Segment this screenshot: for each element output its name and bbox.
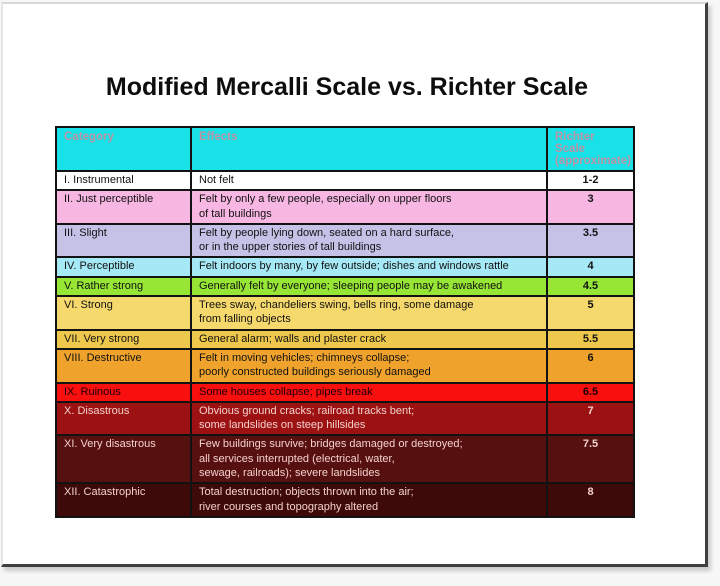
table-row: XII. Catastrophic Total destruction; obj… <box>55 482 635 518</box>
table-row: VI. Strong Trees sway, chandeliers swing… <box>55 295 635 331</box>
mercalli-richter-table: Category Effects Richter Scale (approxim… <box>55 126 635 518</box>
table-header-row: Category Effects Richter Scale (approxim… <box>55 126 635 172</box>
category-cell: IX. Ruinous <box>55 381 192 403</box>
category-cell: IV. Perceptible <box>55 256 192 278</box>
table-row: II. Just perceptible Felt by only a few … <box>55 189 635 225</box>
table-row: VII. Very strong General alarm; walls an… <box>55 328 635 350</box>
category-cell: I. Instrumental <box>55 169 192 192</box>
richter-cell: 8 <box>546 482 635 518</box>
table-row: V. Rather strong Generally felt by every… <box>55 275 635 298</box>
table-row: VIII. Destructive Felt in moving vehicle… <box>55 347 635 384</box>
category-cell: VI. Strong <box>55 295 192 331</box>
richter-cell: 6 <box>546 347 635 384</box>
category-cell: VII. Very strong <box>55 328 192 350</box>
richter-cell: 7.5 <box>546 434 635 485</box>
richter-cell: 5 <box>546 295 635 331</box>
header-category: Category <box>55 126 192 172</box>
richter-cell: 3 <box>546 189 635 225</box>
category-cell: V. Rather strong <box>55 275 192 298</box>
category-cell: XII. Catastrophic <box>55 482 192 518</box>
effects-cell: Felt in moving vehicles; chimneys collap… <box>190 347 548 384</box>
richter-cell: 6.5 <box>546 381 635 403</box>
richter-cell: 1-2 <box>546 169 635 192</box>
effects-cell: Some houses collapse; pipes break <box>190 381 548 403</box>
category-cell: X. Disastrous <box>55 400 192 437</box>
effects-cell: Obvious ground cracks; railroad tracks b… <box>190 400 548 437</box>
category-cell: VIII. Destructive <box>55 347 192 384</box>
table-row: IV. Perceptible Felt indoors by many, by… <box>55 256 635 278</box>
table-row: III. Slight Felt by people lying down, s… <box>55 222 635 259</box>
page-title: Modified Mercalli Scale vs. Richter Scal… <box>105 73 589 101</box>
effects-cell: Generally felt by everyone; sleeping peo… <box>190 275 548 298</box>
table-row: I. Instrumental Not felt 1-2 <box>55 169 635 192</box>
effects-cell: Trees sway, chandeliers swing, bells rin… <box>190 295 548 331</box>
category-cell: XI. Very disastrous <box>55 434 192 485</box>
header-richter-scale: Richter Scale (approximate) <box>546 126 635 172</box>
category-cell: III. Slight <box>55 222 192 259</box>
richter-cell: 4.5 <box>546 275 635 298</box>
effects-cell: Felt indoors by many, by few outside; di… <box>190 256 548 278</box>
category-cell: II. Just perceptible <box>55 189 192 225</box>
header-effects: Effects <box>190 126 548 172</box>
effects-cell: Few buildings survive; bridges damaged o… <box>190 434 548 485</box>
richter-cell: 4 <box>546 256 635 278</box>
effects-cell: Felt by only a few people, especially on… <box>190 189 548 225</box>
slide-page: Modified Mercalli Scale vs. Richter Scal… <box>1 2 708 567</box>
table-row: XI. Very disastrous Few buildings surviv… <box>55 434 635 485</box>
effects-cell: Felt by people lying down, seated on a h… <box>190 222 548 259</box>
effects-cell: General alarm; walls and plaster crack <box>190 328 548 350</box>
effects-cell: Total destruction; objects thrown into t… <box>190 482 548 518</box>
richter-cell: 7 <box>546 400 635 437</box>
richter-cell: 3.5 <box>546 222 635 259</box>
table-row: IX. Ruinous Some houses collapse; pipes … <box>55 381 635 403</box>
richter-cell: 5.5 <box>546 328 635 350</box>
effects-cell: Not felt <box>190 169 548 192</box>
table-row: X. Disastrous Obvious ground cracks; rai… <box>55 400 635 437</box>
